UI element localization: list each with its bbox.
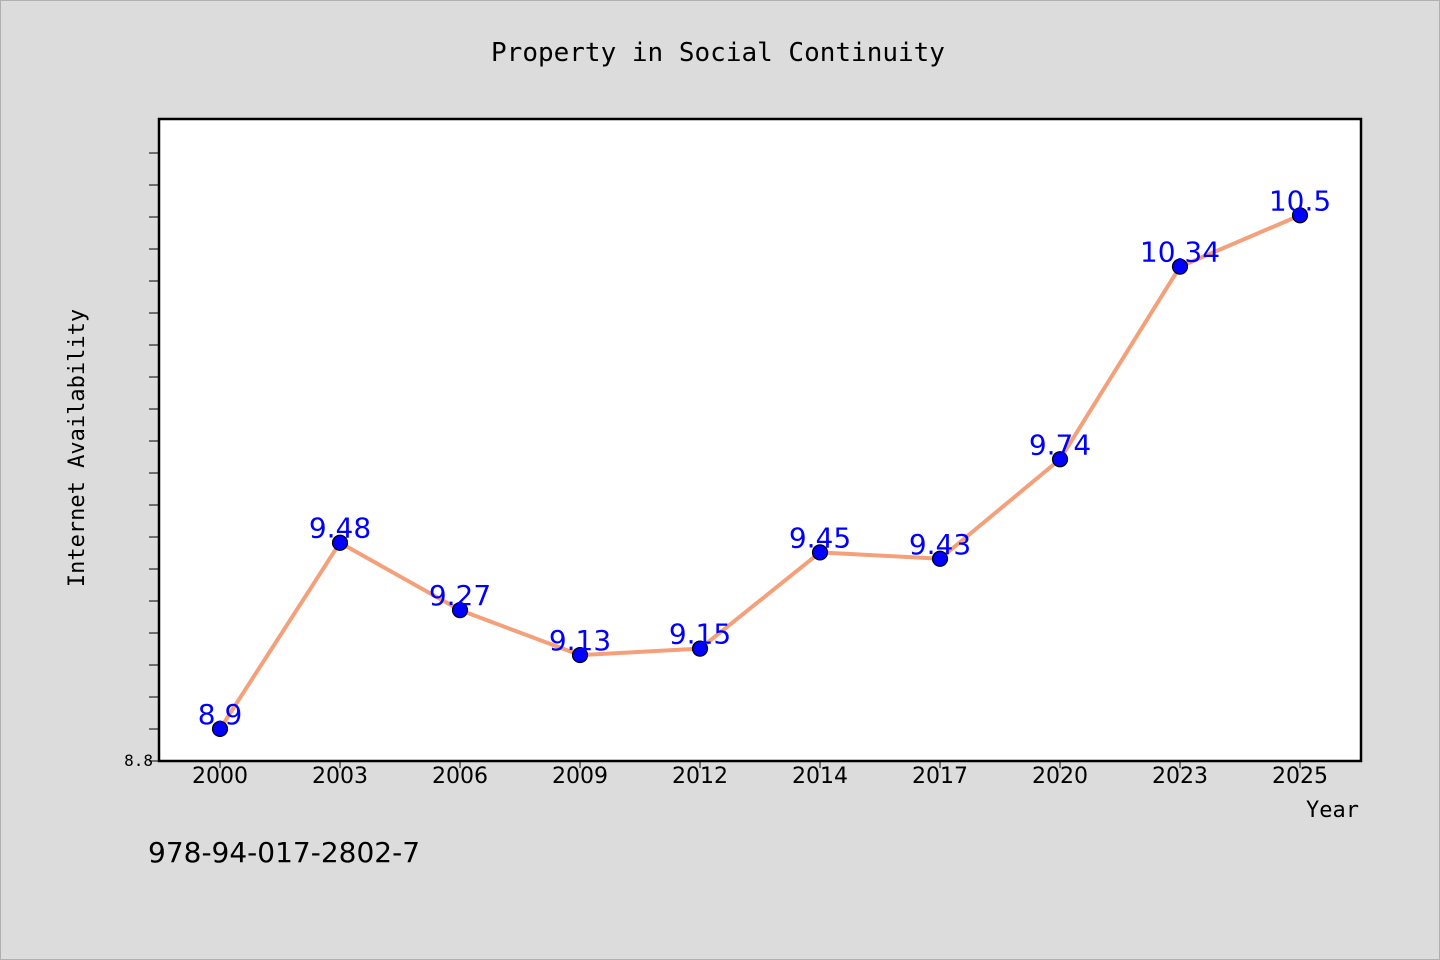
x-tick-label: 2000: [192, 764, 248, 789]
data-label: 9.74: [1029, 428, 1091, 461]
data-point: [331, 534, 349, 551]
data-point: [1171, 258, 1189, 275]
plot-area: [157, 117, 1363, 763]
data-label: 9.27: [429, 579, 491, 612]
data-point: [1051, 451, 1069, 468]
x-tick-label: 2025: [1272, 764, 1328, 789]
data-labels-group: 8.9 9.48 9.27 9.13 9.15 9.45 9.43 9.74 10.34 10.5: [198, 184, 1331, 731]
x-tick-label: 2009: [552, 764, 608, 789]
data-label: 10.34: [1140, 236, 1220, 269]
data-point: [211, 720, 229, 738]
isbn-text: 978-94-017-2802-7: [148, 836, 420, 869]
y-axis-ticks: [149, 152, 159, 762]
data-point: [691, 640, 709, 657]
y-axis-label: Internet Availability: [65, 309, 90, 587]
x-tick-label: 2020: [1032, 764, 1088, 789]
x-tick-label: 2006: [432, 764, 488, 789]
data-label: 9.43: [909, 528, 971, 561]
data-label: 8.9: [198, 698, 243, 731]
x-tick-label: 2017: [912, 764, 968, 789]
x-tick-label: 2023: [1152, 764, 1208, 789]
x-tick-label: 2012: [672, 764, 728, 789]
chart-title: Property in Social Continuity: [491, 38, 945, 68]
x-tick-label: 2003: [312, 764, 368, 789]
data-point: [1291, 207, 1309, 224]
x-tick-label: 2014: [792, 764, 848, 789]
data-label: 9.13: [549, 624, 611, 657]
x-axis-label: Year: [1306, 798, 1359, 823]
x-axis-ticks: 2000 2003 2006 2009 2012 2014 2017 2020 2023 2025: [192, 761, 1328, 789]
data-point: [571, 646, 589, 664]
data-label: 9.48: [309, 512, 371, 545]
series-line-group: [218, 213, 1302, 731]
data-label: 9.15: [669, 618, 731, 651]
data-label: 10.5: [1269, 184, 1331, 217]
y-tick-label: 8.8: [124, 751, 153, 770]
data-label: 9.45: [789, 521, 851, 554]
series-line: [218, 213, 1302, 731]
markers-group: [211, 207, 1309, 738]
data-point: [931, 550, 949, 567]
data-point: [811, 544, 829, 561]
data-point: [451, 602, 469, 619]
